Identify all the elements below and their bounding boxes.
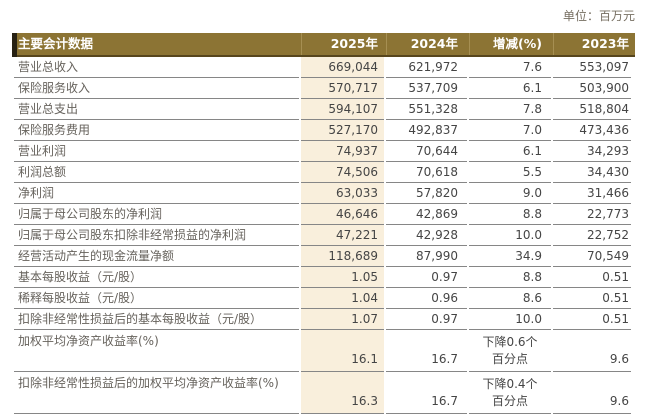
value-change: 8.6 bbox=[469, 288, 551, 309]
value-2025: 46,646 bbox=[301, 204, 384, 225]
value-2023: 34,293 bbox=[553, 141, 631, 162]
value-2023: 31,466 bbox=[553, 183, 631, 204]
table-row: 归属于母公司股东扣除非经常损益的净利润 47,221 42,928 10.0 2… bbox=[14, 225, 635, 246]
value-2023: 34,430 bbox=[553, 162, 631, 183]
value-2023: 0.51 bbox=[553, 309, 631, 330]
value-change: 34.9 bbox=[469, 246, 551, 267]
value-2024: 621,972 bbox=[386, 57, 467, 78]
metric-label: 稀释每股收益（元/股） bbox=[14, 288, 299, 309]
value-change: 下降0.6个 百分点 bbox=[469, 330, 551, 372]
value-change: 下降0.4个 百分点 bbox=[469, 372, 551, 414]
metric-label: 营业利润 bbox=[14, 141, 299, 162]
metric-label: 扣除非经常性损益后的基本每股收益（元/股） bbox=[14, 309, 299, 330]
table-row: 营业利润 74,937 70,644 6.1 34,293 bbox=[14, 141, 635, 162]
value-2023: 503,900 bbox=[553, 78, 631, 99]
value-change: 7.0 bbox=[469, 120, 551, 141]
table-row: 保险服务收入 570,717 537,709 6.1 503,900 bbox=[14, 78, 635, 99]
value-2023: 553,097 bbox=[553, 57, 631, 78]
value-2025: 1.07 bbox=[301, 309, 384, 330]
unit-label: 单位：百万元 bbox=[562, 9, 635, 23]
value-2025: 74,937 bbox=[301, 141, 384, 162]
value-change: 7.8 bbox=[469, 99, 551, 120]
table-row: 净利润 63,033 57,820 9.0 31,466 bbox=[14, 183, 635, 204]
value-2025: 63,033 bbox=[301, 183, 384, 204]
value-2023: 0.51 bbox=[553, 288, 631, 309]
value-2025: 47,221 bbox=[301, 225, 384, 246]
value-2024: 42,869 bbox=[386, 204, 467, 225]
value-change: 10.0 bbox=[469, 225, 551, 246]
table-row: 归属于母公司股东的净利润 46,646 42,869 8.8 22,773 bbox=[14, 204, 635, 225]
metric-label: 营业总收入 bbox=[14, 57, 299, 78]
value-2025: 1.05 bbox=[301, 267, 384, 288]
value-2024: 0.97 bbox=[386, 267, 467, 288]
metric-label: 经营活动产生的现金流量净额 bbox=[14, 246, 299, 267]
table-row: 扣除非经常性损益后的基本每股收益（元/股） 1.07 0.97 10.0 0.5… bbox=[14, 309, 635, 330]
value-2025: 16.1 bbox=[301, 330, 384, 372]
table-row: 营业总支出 594,107 551,328 7.8 518,804 bbox=[14, 99, 635, 120]
value-2023: 9.6 bbox=[553, 372, 631, 414]
value-2023: 22,752 bbox=[553, 225, 631, 246]
value-change: 10.0 bbox=[469, 309, 551, 330]
table-row: 扣除非经常性损益后的加权平均净资产收益率(%) 16.3 16.7 下降0.4个… bbox=[14, 372, 635, 414]
value-2024: 70,618 bbox=[386, 162, 467, 183]
value-2024: 0.97 bbox=[386, 309, 467, 330]
value-2024: 492,837 bbox=[386, 120, 467, 141]
table-header-row: 主要会计数据 2025年 2024年 增减(%) 2023年 bbox=[12, 33, 635, 57]
value-2024: 16.7 bbox=[386, 372, 467, 414]
value-2024: 87,990 bbox=[386, 246, 467, 267]
value-2025: 570,717 bbox=[301, 78, 384, 99]
value-2024: 57,820 bbox=[386, 183, 467, 204]
value-2024: 0.96 bbox=[386, 288, 467, 309]
value-2023: 22,773 bbox=[553, 204, 631, 225]
value-2025: 74,506 bbox=[301, 162, 384, 183]
table-row: 营业总收入 669,044 621,972 7.6 553,097 bbox=[14, 57, 635, 78]
value-change: 6.1 bbox=[469, 141, 551, 162]
metric-label: 加权平均净资产收益率(%) bbox=[14, 330, 299, 372]
value-2023: 473,436 bbox=[553, 120, 631, 141]
value-2025: 669,044 bbox=[301, 57, 384, 78]
value-change: 9.0 bbox=[469, 183, 551, 204]
value-2024: 16.7 bbox=[386, 330, 467, 372]
metric-label: 保险服务费用 bbox=[14, 120, 299, 141]
metric-label: 归属于母公司股东扣除非经常损益的净利润 bbox=[14, 225, 299, 246]
table-row: 基本每股收益（元/股） 1.05 0.97 8.8 0.51 bbox=[14, 267, 635, 288]
value-2023: 0.51 bbox=[553, 267, 631, 288]
header-2025: 2025年 bbox=[301, 33, 384, 55]
value-2023: 518,804 bbox=[553, 99, 631, 120]
value-2025: 118,689 bbox=[301, 246, 384, 267]
value-2025: 1.04 bbox=[301, 288, 384, 309]
metric-label: 净利润 bbox=[14, 183, 299, 204]
value-2024: 42,928 bbox=[386, 225, 467, 246]
value-change: 8.8 bbox=[469, 204, 551, 225]
value-2024: 537,709 bbox=[386, 78, 467, 99]
value-change: 6.1 bbox=[469, 78, 551, 99]
table-row: 经营活动产生的现金流量净额 118,689 87,990 34.9 70,549 bbox=[14, 246, 635, 267]
value-2024: 70,644 bbox=[386, 141, 467, 162]
value-2025: 594,107 bbox=[301, 99, 384, 120]
key-accounting-data-table: 主要会计数据 2025年 2024年 增减(%) 2023年 营业总收入 669… bbox=[12, 33, 635, 414]
table-row: 加权平均净资产收益率(%) 16.1 16.7 下降0.6个 百分点 9.6 bbox=[14, 330, 635, 372]
header-change: 增减(%) bbox=[469, 33, 551, 55]
value-2024: 551,328 bbox=[386, 99, 467, 120]
metric-label: 归属于母公司股东的净利润 bbox=[14, 204, 299, 225]
metric-label: 利润总额 bbox=[14, 162, 299, 183]
value-2025: 16.3 bbox=[301, 372, 384, 414]
table-row: 保险服务费用 527,170 492,837 7.0 473,436 bbox=[14, 120, 635, 141]
header-2023: 2023年 bbox=[553, 33, 631, 55]
header-2024: 2024年 bbox=[386, 33, 467, 55]
value-change: 5.5 bbox=[469, 162, 551, 183]
metric-label: 保险服务收入 bbox=[14, 78, 299, 99]
value-change: 7.6 bbox=[469, 57, 551, 78]
metric-label: 营业总支出 bbox=[14, 99, 299, 120]
metric-label: 扣除非经常性损益后的加权平均净资产收益率(%) bbox=[14, 372, 299, 414]
value-change: 8.8 bbox=[469, 267, 551, 288]
table-row: 利润总额 74,506 70,618 5.5 34,430 bbox=[14, 162, 635, 183]
value-2023: 70,549 bbox=[553, 246, 631, 267]
value-2023: 9.6 bbox=[553, 330, 631, 372]
header-metric: 主要会计数据 bbox=[18, 36, 94, 51]
value-2025: 527,170 bbox=[301, 120, 384, 141]
table-row: 稀释每股收益（元/股） 1.04 0.96 8.6 0.51 bbox=[14, 288, 635, 309]
metric-label: 基本每股收益（元/股） bbox=[14, 267, 299, 288]
